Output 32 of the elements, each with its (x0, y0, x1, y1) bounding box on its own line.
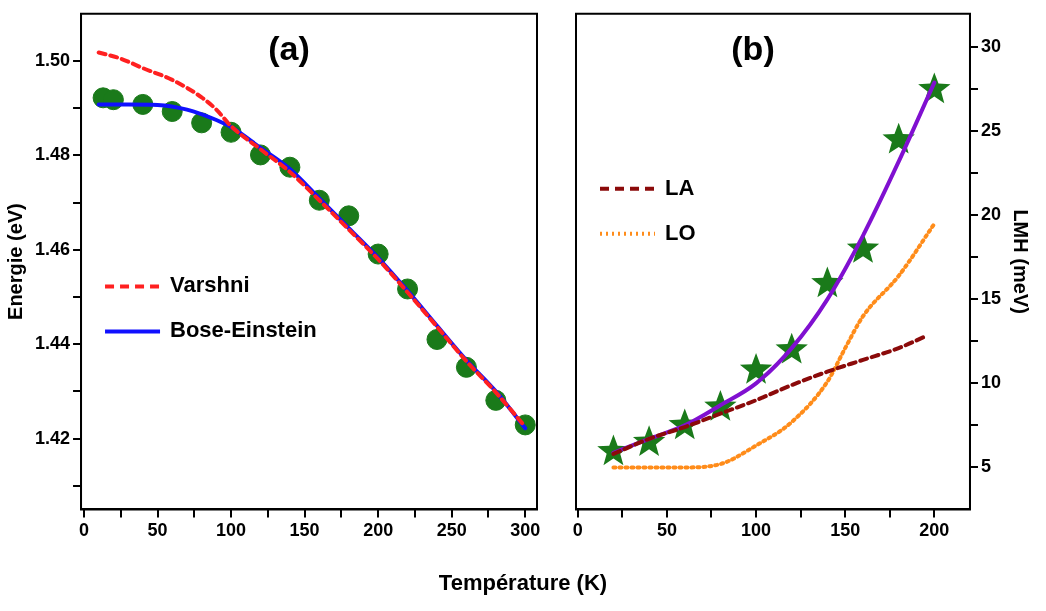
x-tick-label: 200 (919, 520, 950, 541)
y2-tick-label: 10 (980, 372, 1002, 393)
x-tick-label: 50 (656, 520, 677, 541)
y2-tick-label: 25 (980, 120, 1002, 141)
x-tick-label: 0 (78, 520, 89, 541)
y2-axis-title: LMH (meV) (1010, 209, 1033, 314)
y-tick-label: 1.46 (34, 238, 71, 259)
y-tick-label: 1.50 (34, 49, 71, 70)
y2-tick-label: 30 (980, 36, 1002, 57)
x-axis-title: Température (K) (437, 570, 609, 596)
y2-tick-label: 20 (980, 204, 1002, 225)
legend-label: LO (665, 219, 696, 245)
y2-tick-label: 15 (980, 288, 1002, 309)
x-tick-label: 150 (830, 520, 861, 541)
y-axis-title: Energie (eV) (3, 203, 26, 320)
x-tick-label: 100 (741, 520, 772, 541)
y-tick-label: 1.42 (34, 427, 71, 448)
x-tick-label: 150 (289, 520, 320, 541)
legend-label: LA (665, 174, 695, 200)
legend-label: Bose-Einstein (170, 317, 317, 343)
x-tick-label: 50 (147, 520, 168, 541)
text: (a) (268, 29, 310, 68)
x-tick-label: 200 (363, 520, 394, 541)
text: (b) (731, 29, 775, 68)
y-tick-label: 1.48 (34, 144, 71, 165)
y-tick-label: 1.44 (34, 333, 71, 354)
x-tick-label: 100 (216, 520, 247, 541)
x-tick-label: 300 (510, 520, 541, 541)
legend-label: Varshni (170, 272, 250, 298)
y2-tick-label: 5 (980, 456, 991, 477)
x-tick-label: 250 (436, 520, 467, 541)
x-tick-label: 0 (572, 520, 583, 541)
